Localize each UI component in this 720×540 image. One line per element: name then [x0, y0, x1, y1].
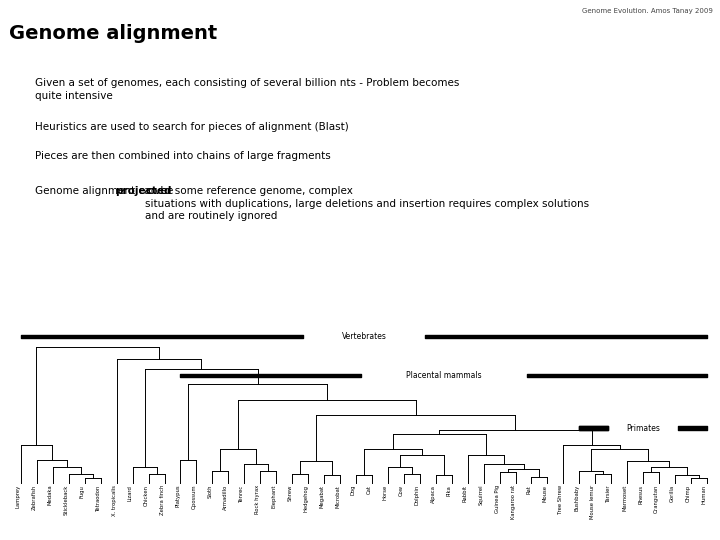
- Text: X. tropicalis: X. tropicalis: [112, 485, 117, 516]
- Text: Zebrafish: Zebrafish: [32, 485, 37, 510]
- Text: Tree Shrew: Tree Shrew: [559, 485, 563, 514]
- Text: Guinea Pig: Guinea Pig: [495, 485, 500, 513]
- Text: Marmoset: Marmoset: [622, 485, 627, 511]
- Text: Lizard: Lizard: [127, 485, 132, 501]
- Text: Vertebrates: Vertebrates: [341, 332, 387, 341]
- Text: Orangutan: Orangutan: [654, 485, 659, 513]
- Text: Rat: Rat: [526, 485, 531, 494]
- Text: Alpaca: Alpaca: [431, 485, 436, 503]
- Text: Stickleback: Stickleback: [64, 485, 69, 515]
- Text: Microbat: Microbat: [335, 485, 340, 508]
- Text: Kangaroo rat: Kangaroo rat: [510, 485, 516, 519]
- Text: Zebra finch: Zebra finch: [160, 485, 165, 515]
- Text: Horse: Horse: [383, 485, 388, 500]
- Text: Primates: Primates: [626, 423, 660, 433]
- Text: Hedgehog: Hedgehog: [303, 485, 308, 512]
- Text: Tarsier: Tarsier: [606, 485, 611, 503]
- Text: Platypus: Platypus: [176, 485, 181, 508]
- Text: Heuristics are used to search for pieces of alignment (Blast): Heuristics are used to search for pieces…: [35, 122, 348, 132]
- Text: Dolphin: Dolphin: [415, 485, 420, 505]
- Text: Gorilla: Gorilla: [670, 485, 675, 502]
- Text: Lamprey: Lamprey: [16, 485, 21, 508]
- Text: Fugu: Fugu: [80, 485, 85, 498]
- Text: Given a set of genomes, each consisting of several billion nts - Problem becomes: Given a set of genomes, each consisting …: [35, 78, 459, 100]
- Text: Genome alignment can be: Genome alignment can be: [35, 186, 176, 197]
- Text: Dog: Dog: [351, 485, 356, 495]
- Text: Chicken: Chicken: [143, 485, 148, 506]
- Text: projected: projected: [115, 186, 171, 197]
- Text: Genome Evolution. Amos Tanay 2009: Genome Evolution. Amos Tanay 2009: [582, 8, 713, 14]
- Text: Tetraodon: Tetraodon: [96, 485, 101, 511]
- Text: Chimp: Chimp: [686, 485, 691, 502]
- Text: Tenrec: Tenrec: [239, 485, 244, 502]
- Text: Mouse lemur: Mouse lemur: [590, 485, 595, 519]
- Text: Bushbaby: Bushbaby: [575, 485, 580, 511]
- Text: Rhesus: Rhesus: [638, 485, 643, 504]
- Text: Human: Human: [702, 485, 707, 504]
- Text: Opossum: Opossum: [192, 485, 197, 510]
- Text: Armadillo: Armadillo: [223, 485, 228, 510]
- Text: Megabat: Megabat: [319, 485, 324, 508]
- Text: Cow: Cow: [399, 485, 404, 496]
- Text: Genome alignment: Genome alignment: [9, 24, 217, 43]
- Text: Rock hyrax: Rock hyrax: [256, 485, 260, 514]
- Text: Cat: Cat: [367, 485, 372, 494]
- Text: Sloth: Sloth: [207, 485, 212, 498]
- Text: Shrew: Shrew: [287, 485, 292, 501]
- Text: Mouse: Mouse: [542, 485, 547, 502]
- Text: Pika: Pika: [446, 485, 451, 496]
- Text: Medaka: Medaka: [48, 485, 53, 505]
- Text: Pieces are then combined into chains of large fragments: Pieces are then combined into chains of …: [35, 151, 330, 161]
- Text: Placental mammals: Placental mammals: [406, 370, 482, 380]
- Text: over some reference genome, complex
situations with duplications, large deletion: over some reference genome, complex situ…: [145, 186, 589, 221]
- Text: Elephant: Elephant: [271, 485, 276, 508]
- Text: Rabbit: Rabbit: [463, 485, 468, 502]
- Text: Squirrel: Squirrel: [479, 485, 484, 505]
